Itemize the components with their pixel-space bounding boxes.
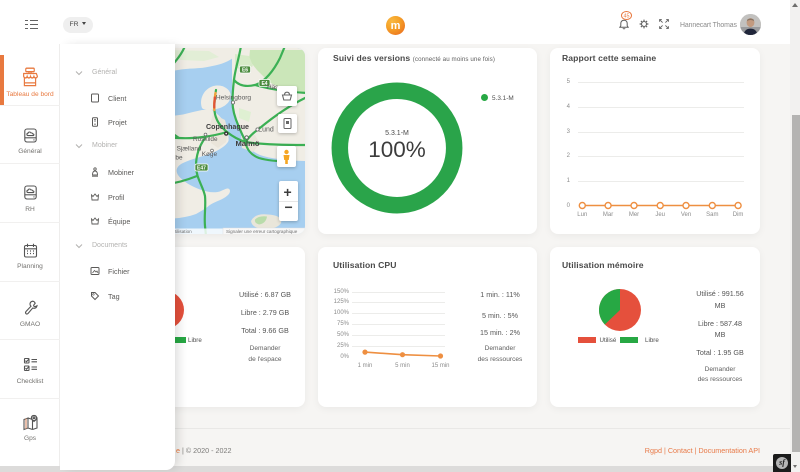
svg-text:Helsingborg: Helsingborg [216, 95, 252, 102]
svg-text:Sjælland: Sjælland [177, 146, 202, 153]
svg-text:Copenhague: Copenhague [206, 123, 249, 131]
svg-text:Køge: Køge [202, 151, 218, 158]
svg-text:lbe: lbe [174, 155, 183, 162]
svg-text:E47: E47 [197, 165, 206, 171]
svg-text:Lund: Lund [258, 127, 274, 134]
svg-text:Häs: Häs [267, 84, 278, 91]
svg-text:Signaler une erreur cartograph: Signaler une erreur cartographique [226, 229, 298, 234]
svg-text:E4: E4 [261, 81, 267, 87]
svg-text:45: 45 [624, 14, 630, 20]
svg-text:Malmö: Malmö [235, 139, 259, 148]
svg-text:E6: E6 [242, 67, 248, 73]
svg-text:Roskilde: Roskilde [193, 136, 218, 143]
